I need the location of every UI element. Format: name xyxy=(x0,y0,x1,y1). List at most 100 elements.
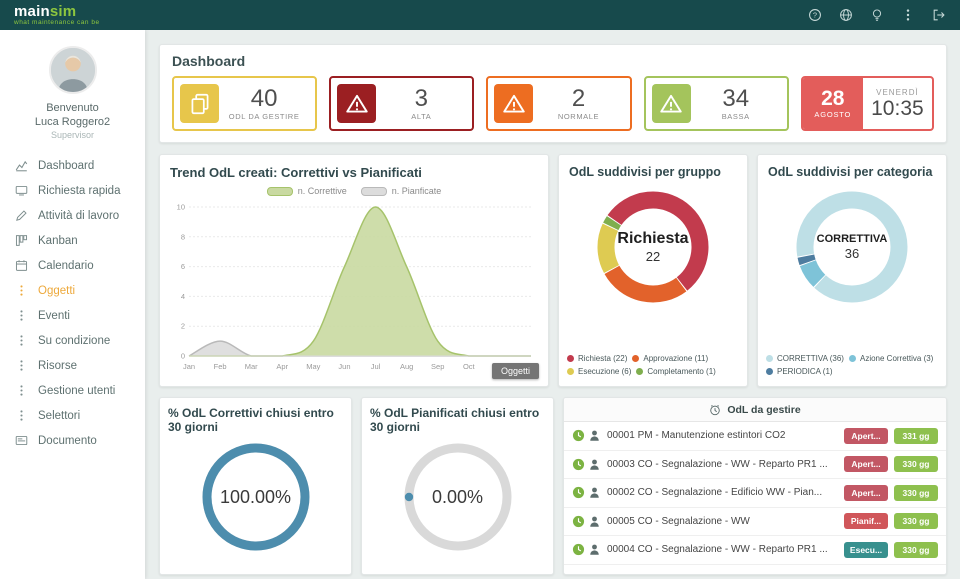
svg-text:Apr: Apr xyxy=(276,362,288,371)
legend-label: Richiesta (22) xyxy=(578,354,628,363)
legend-label: n. Correttive xyxy=(297,186,347,196)
odl-title: 00004 CO - Segnalazione - WW - Reparto P… xyxy=(607,544,828,556)
legend-label: n. Pianficate xyxy=(391,186,442,196)
globe-icon[interactable] xyxy=(839,8,853,22)
group-donut-title: OdL suddivisi per gruppo xyxy=(569,165,721,179)
worklist-row[interactable]: 00004 CO - Segnalazione - WW - Reparto P… xyxy=(564,536,946,565)
status-clock-icon xyxy=(572,544,585,556)
worklist-row[interactable]: 00005 CO - Segnalazione - WW Pianif... 330… xyxy=(564,508,946,536)
sidebar-item-label: Eventi xyxy=(38,309,70,322)
kpi-row: 40 ODL DA GESTIRE 3 ALTA 2 NORMALE 34 BASSA 28 AG… xyxy=(172,76,935,131)
help-icon[interactable]: ? xyxy=(808,8,822,22)
kpi-card-alta[interactable]: 3 ALTA xyxy=(329,76,475,131)
status-badge[interactable]: Apert... xyxy=(844,484,888,501)
logo-text: mainsim xyxy=(14,4,100,19)
warning-icon xyxy=(337,84,377,123)
status-badge[interactable]: Esecu... xyxy=(844,541,888,558)
topbar: mainsim what maintenance can be ? xyxy=(0,0,960,30)
status-clock-icon xyxy=(572,430,585,442)
group-donut-legend: Richiesta (22) Approvazione (11) Esecuzion… xyxy=(559,354,747,376)
row-icons xyxy=(572,458,601,471)
sidebar-item-dashboard[interactable]: Dashboard xyxy=(0,153,145,178)
avatar[interactable] xyxy=(48,46,97,94)
category-donut-legend: CORRETTIVA (36) Azione Correttiva (3) PERI… xyxy=(758,354,946,376)
sidebar-item-calendario[interactable]: Calendario xyxy=(0,253,145,278)
legend-swatch xyxy=(266,186,293,196)
gauge-corrective: 100.00% xyxy=(199,440,313,554)
sidebar-item-eventi[interactable]: Eventi xyxy=(0,303,145,328)
status-badge[interactable]: Apert... xyxy=(844,427,888,444)
kpi-label: ODL DA GESTIRE xyxy=(228,112,300,121)
sidebar-menu: Dashboard Richiesta rapida Attività di lav… xyxy=(0,153,145,453)
legend-item-n-correttive: n. Correttive xyxy=(266,186,347,196)
legend-label: Approvazione (11) xyxy=(643,354,709,363)
bottom-row: % OdL Correttivi chiusi entro 30 giorni … xyxy=(159,397,947,575)
svg-text:May: May xyxy=(306,362,320,371)
logo-text-main: main xyxy=(14,2,50,20)
worklist-row[interactable]: 00002 CO - Segnalazione - Edificio WW - … xyxy=(564,479,946,508)
category-donut-title: OdL suddivisi per categoria xyxy=(768,165,933,179)
sidebar-item-su-condizione[interactable]: Su condizione xyxy=(0,328,145,353)
person-icon xyxy=(590,430,599,441)
sidebar-item-label: Su condizione xyxy=(38,334,111,347)
kpi-card-odl-da-gestire[interactable]: 40 ODL DA GESTIRE xyxy=(172,76,318,131)
kebab-icon[interactable] xyxy=(901,8,915,22)
gauge-planned-card: % OdL Pianificati chiusi entro 30 giorni… xyxy=(361,397,554,575)
worklist-row[interactable]: 00003 CO - Segnalazione - WW - Reparto P… xyxy=(564,451,946,479)
odl-title: 00005 CO - Segnalazione - WW xyxy=(607,515,750,527)
legend-item-periodica-1: PERIODICA (1) xyxy=(766,367,833,376)
legend-item-esecuzione-6: Esecuzione (6) xyxy=(567,367,631,376)
age-badge: 331 gg xyxy=(894,427,938,444)
worklist-row[interactable]: 00001 PM - Manutenzione estintori CO2 Ape… xyxy=(564,422,946,451)
sidebar-item-richiesta-rapida[interactable]: Richiesta rapida xyxy=(0,178,145,203)
kpi-value: 40 xyxy=(250,85,278,112)
row-icons xyxy=(572,515,601,528)
svg-text:Jun: Jun xyxy=(338,362,350,371)
dots-icon xyxy=(15,334,28,347)
logo[interactable]: mainsim what maintenance can be xyxy=(14,4,100,27)
group-donut[interactable]: Richiesta 22 xyxy=(593,187,713,307)
kpi-card-bassa[interactable]: 34 BASSA xyxy=(643,76,789,131)
kpi-card-normale[interactable]: 2 NORMALE xyxy=(486,76,632,131)
svg-text:2: 2 xyxy=(181,322,185,331)
sidebar-item-oggetti[interactable]: Oggetti xyxy=(0,278,145,303)
sidebar-item-kanban[interactable]: Kanban xyxy=(0,228,145,253)
svg-text:Sep: Sep xyxy=(431,362,444,371)
status-clock-icon xyxy=(572,458,585,470)
sidebar-item-label: Attività di lavoro xyxy=(38,209,120,222)
dots-icon xyxy=(15,384,28,397)
status-clock-icon xyxy=(572,515,585,527)
calendar-icon xyxy=(15,259,28,272)
sidebar-item-attivit-di-lavoro[interactable]: Attività di lavoro xyxy=(0,203,145,228)
sidebar-item-gestione-utenti[interactable]: Gestione utenti xyxy=(0,378,145,403)
category-donut[interactable]: CORRETTIVA 36 xyxy=(792,187,912,307)
sidebar-item-documento[interactable]: Documento xyxy=(0,428,145,453)
legend-swatch xyxy=(360,186,387,196)
worklist-card: OdL da gestire 00001 PM - Manutenzione e… xyxy=(563,397,947,575)
sidebar-item-label: Documento xyxy=(38,434,97,447)
dashboard-icon xyxy=(15,159,28,172)
dots-icon xyxy=(15,409,28,422)
group-donut-card: OdL suddivisi per gruppo Richiesta 22 Ri… xyxy=(558,154,748,387)
gauge-corrective-ring xyxy=(202,443,309,551)
sidebar-item-selettori[interactable]: Selettori xyxy=(0,403,145,428)
status-badge[interactable]: Apert... xyxy=(844,456,888,473)
user-role: Supervisor xyxy=(50,130,95,140)
logout-icon[interactable] xyxy=(932,8,946,22)
age-badge: 330 gg xyxy=(894,541,938,558)
gauge-corrective-value: 100.00% xyxy=(219,486,292,507)
sidebar: Benvenuto Luca Roggero2 Supervisor Dashb… xyxy=(0,30,145,579)
trend-chart-card: Trend OdL creati: Correttivi vs Pianific… xyxy=(159,154,549,387)
bulb-icon[interactable] xyxy=(870,8,884,22)
date-month: AGOSTO xyxy=(814,110,852,119)
kpi-label: NORMALE xyxy=(557,112,600,121)
kpi-body: 40 ODL DA GESTIRE xyxy=(219,86,309,121)
svg-text:6: 6 xyxy=(181,262,185,271)
gauge-planned-ring xyxy=(404,443,511,551)
logo-tagline: what maintenance can be xyxy=(14,18,100,26)
dots-icon xyxy=(15,284,28,297)
clock-icon xyxy=(709,404,721,416)
svg-text:0: 0 xyxy=(181,352,185,361)
status-badge[interactable]: Pianif... xyxy=(844,513,888,530)
sidebar-item-risorse[interactable]: Risorse xyxy=(0,353,145,378)
